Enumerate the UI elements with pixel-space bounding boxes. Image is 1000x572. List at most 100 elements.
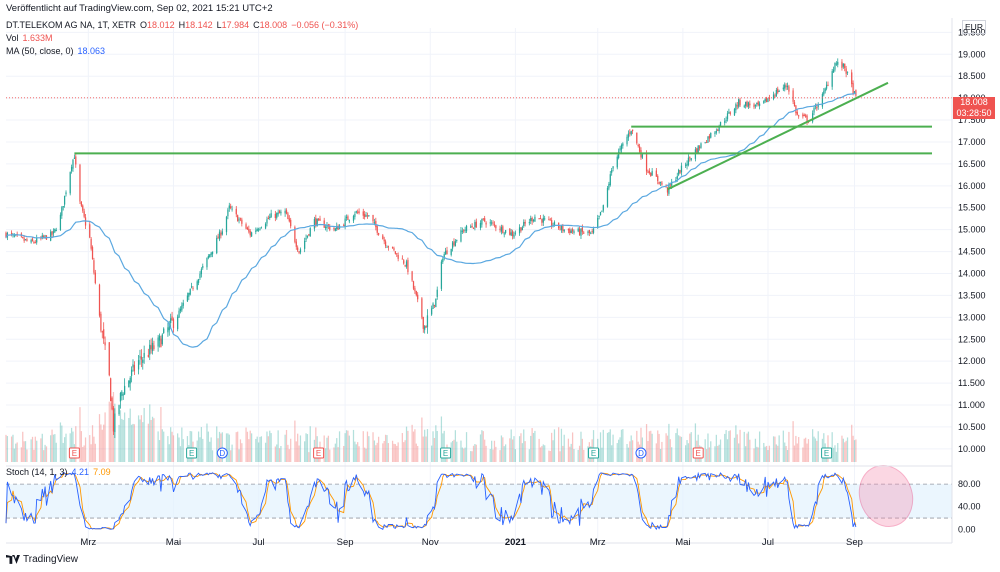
volume-bar [123,412,126,462]
volume-bar [538,438,540,462]
volume-bar [200,427,203,462]
volume-bar [94,443,96,462]
candle-body [658,181,660,185]
legend-symbol[interactable]: DT.TELEKOM AG NA, 1T, XETR [6,20,137,30]
volume-bar [704,439,706,462]
volume-bar [177,433,179,462]
candle-body [75,156,77,165]
volume-bar [719,439,722,462]
volume-bar [531,428,533,462]
volume-bar [558,427,560,462]
candle-body [442,258,444,263]
candle-body [10,232,13,235]
volume-bar [846,437,849,462]
volume-bar [853,440,856,462]
candle-body [177,316,179,330]
volume-bar [728,431,730,462]
volume-bar [412,431,415,462]
candle-body [246,227,249,230]
volume-bar [327,435,330,462]
volume-bar [436,430,438,462]
volume-bar [481,430,483,462]
volume-bar [689,433,691,462]
candle-body [383,239,385,242]
candle-body [217,236,219,239]
candle-body [160,338,162,348]
volume-bar [10,436,13,462]
legend-stoch[interactable]: Stoch (14, 1, 3) 4.21 7.09 [6,467,111,477]
volume-bar [197,431,200,462]
candle-body [147,354,149,357]
candle-body [150,345,152,350]
volume-bar [90,444,92,462]
volume-bar [209,441,211,462]
candle-body [43,235,45,238]
candle-body [89,224,91,238]
candle-body [834,62,836,70]
candle-body [5,232,7,238]
volume-bar [803,438,805,462]
candle-body [393,248,395,251]
tradingview-logo[interactable]: TradingView [6,554,78,565]
candle-body [475,221,477,228]
candle-body [775,89,777,97]
candle-body [631,129,634,132]
drawing-lines[interactable] [6,81,952,191]
volume-bar [137,415,140,462]
legend-ma[interactable]: MA (50, close, 0) 18.063 [6,46,106,56]
candle-body [728,111,730,114]
volume-bar [336,438,338,462]
candle-body [55,229,57,231]
candle-body [225,216,228,233]
volume-bar [65,433,67,462]
volume-bar [284,434,286,462]
volume-bar [492,449,494,462]
candle-body [130,369,133,376]
candle-body [689,157,691,159]
candle-body [274,213,276,218]
volume-bar [366,431,369,462]
candle-body [788,86,790,92]
candle-body [648,170,650,174]
volume-bar [425,436,427,462]
candle-body [793,102,796,107]
candle-body [132,364,134,368]
volume-bar [725,430,727,462]
volume-bar [707,433,709,462]
volume-bar [432,431,434,462]
candle-body [405,261,408,267]
currency-button[interactable]: EUR [962,20,986,34]
candle-body [270,213,272,218]
volume-bar [207,431,209,462]
candle-body [209,254,211,258]
volume-bar [431,445,433,462]
candle-body [626,136,628,145]
volume-bar [225,433,228,462]
candle-body [347,216,349,220]
volume-bar [504,444,507,462]
volume-bar [735,425,737,462]
volume-bar [31,436,34,462]
volume-bar [489,449,491,462]
candle-body [34,242,36,244]
candle-body [255,230,257,232]
volume-bar [237,431,239,462]
candle-body [323,220,325,228]
volume-bar [54,434,56,462]
volume-bar [376,442,378,462]
candle-body [756,102,758,104]
legend-ma-value: 18.063 [77,46,106,56]
volume-bar [143,407,145,462]
candle-body [421,298,423,318]
candle-body [606,187,609,207]
volume-bar [509,438,511,462]
volume-bar [404,440,406,462]
volume-bar [391,440,394,462]
legend-volume[interactable]: Vol 1.633M [6,33,53,43]
candle-body [61,207,63,216]
candle-body [372,214,374,222]
candle-body [523,222,525,226]
volume-bar [199,437,201,462]
